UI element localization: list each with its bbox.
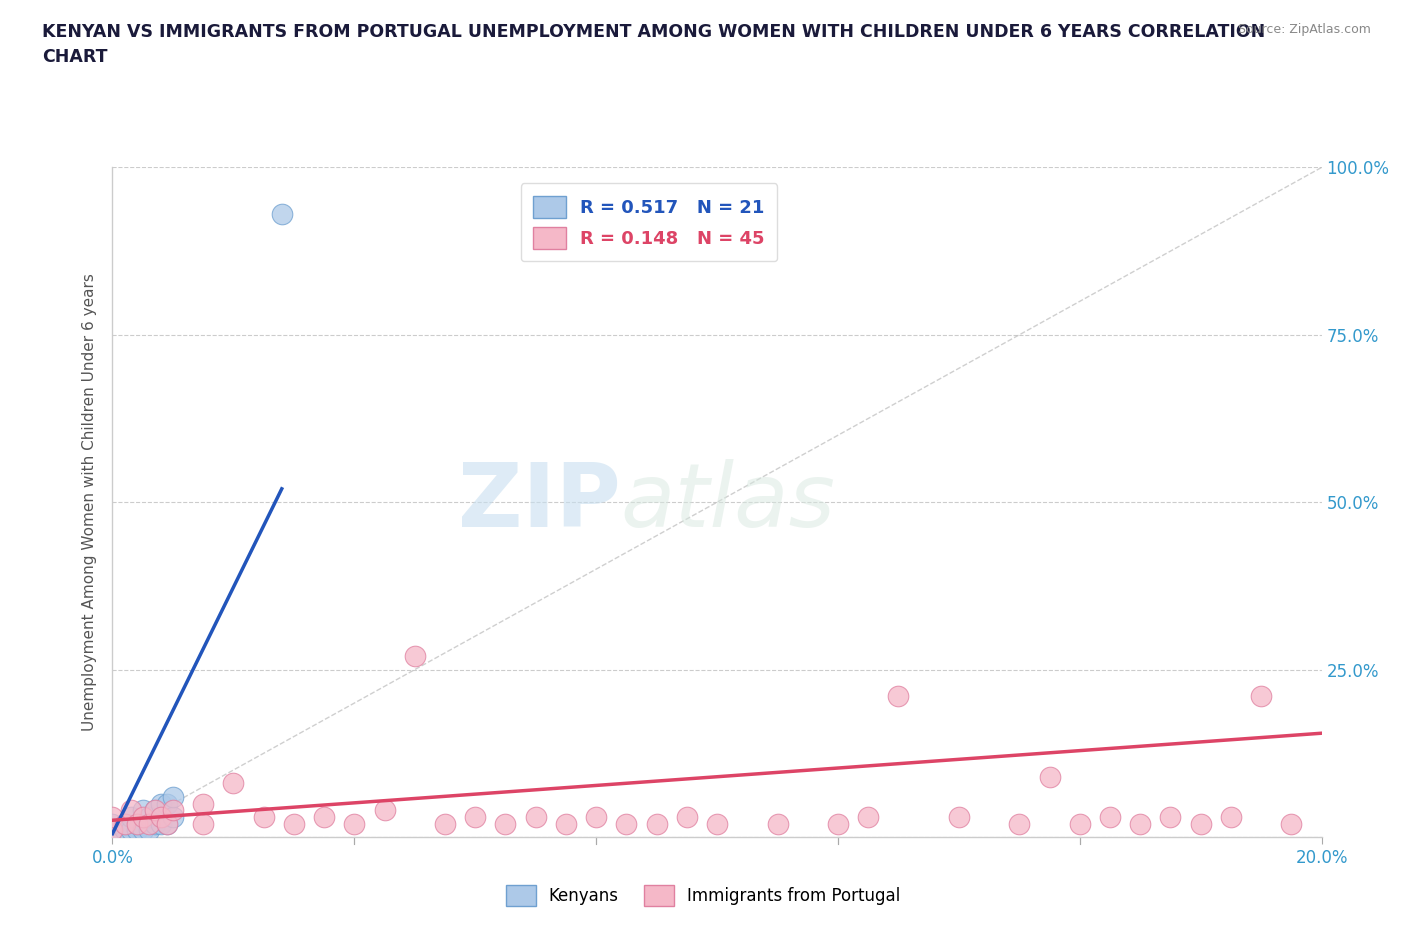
Point (132, 809, 155, 824)
Point (138, 809, 160, 824)
Point (143, 803, 166, 817)
Point (1008, 817, 1031, 831)
Point (343, 817, 366, 831)
Point (143, 817, 166, 831)
Y-axis label: Unemployment Among Women with Children Under 6 years: Unemployment Among Women with Children U… (82, 273, 97, 731)
Point (156, 817, 179, 831)
Point (162, 790, 184, 804)
Point (283, 817, 305, 831)
Point (524, 809, 547, 824)
Point (138, 817, 160, 831)
Point (162, 803, 184, 817)
Point (1038, 769, 1062, 784)
Text: KENYAN VS IMMIGRANTS FROM PORTUGAL UNEMPLOYMENT AMONG WOMEN WITH CHILDREN UNDER : KENYAN VS IMMIGRANTS FROM PORTUGAL UNEMP… (42, 23, 1265, 66)
Point (1069, 817, 1091, 831)
Point (856, 809, 880, 824)
Point (138, 823, 160, 838)
Point (162, 809, 184, 824)
Point (156, 817, 179, 831)
Point (314, 809, 336, 824)
Text: atlas: atlas (620, 459, 835, 545)
Point (1279, 817, 1302, 831)
Point (706, 817, 728, 831)
Text: ZIP: ZIP (457, 458, 620, 546)
Point (554, 817, 576, 831)
Point (114, 823, 136, 838)
Point (253, 809, 276, 824)
Point (101, 823, 124, 838)
Point (156, 796, 179, 811)
Point (114, 817, 136, 831)
Point (149, 796, 172, 811)
Point (132, 803, 155, 817)
Point (1159, 809, 1181, 824)
Point (948, 809, 970, 824)
Point (1250, 689, 1272, 704)
Point (149, 809, 172, 824)
Point (585, 809, 607, 824)
Point (114, 817, 136, 831)
Point (616, 817, 638, 831)
Text: Source: ZipAtlas.com: Source: ZipAtlas.com (1237, 23, 1371, 36)
Point (101, 817, 124, 831)
Point (120, 823, 142, 838)
Point (1129, 817, 1152, 831)
Point (125, 823, 148, 838)
Point (125, 817, 148, 831)
Point (1189, 817, 1212, 831)
Point (149, 817, 172, 831)
Point (132, 823, 155, 838)
Point (125, 817, 148, 831)
Point (464, 809, 486, 824)
Point (120, 809, 142, 824)
Point (120, 803, 142, 817)
Point (675, 809, 697, 824)
Point (374, 803, 396, 817)
Point (495, 817, 517, 831)
Point (222, 776, 245, 790)
Point (143, 803, 166, 817)
Point (404, 649, 426, 664)
Point (101, 823, 124, 838)
Point (1220, 809, 1243, 824)
Point (766, 817, 789, 831)
Point (887, 689, 910, 704)
Point (433, 817, 456, 831)
Point (827, 817, 849, 831)
Point (101, 809, 124, 824)
Point (645, 817, 668, 831)
Point (1098, 809, 1121, 824)
Point (270, 206, 292, 221)
Legend: Kenyans, Immigrants from Portugal: Kenyans, Immigrants from Portugal (499, 879, 907, 912)
Legend: R = 0.517   N = 21, R = 0.148   N = 45: R = 0.517 N = 21, R = 0.148 N = 45 (520, 183, 778, 261)
Point (191, 817, 214, 831)
Point (191, 796, 214, 811)
